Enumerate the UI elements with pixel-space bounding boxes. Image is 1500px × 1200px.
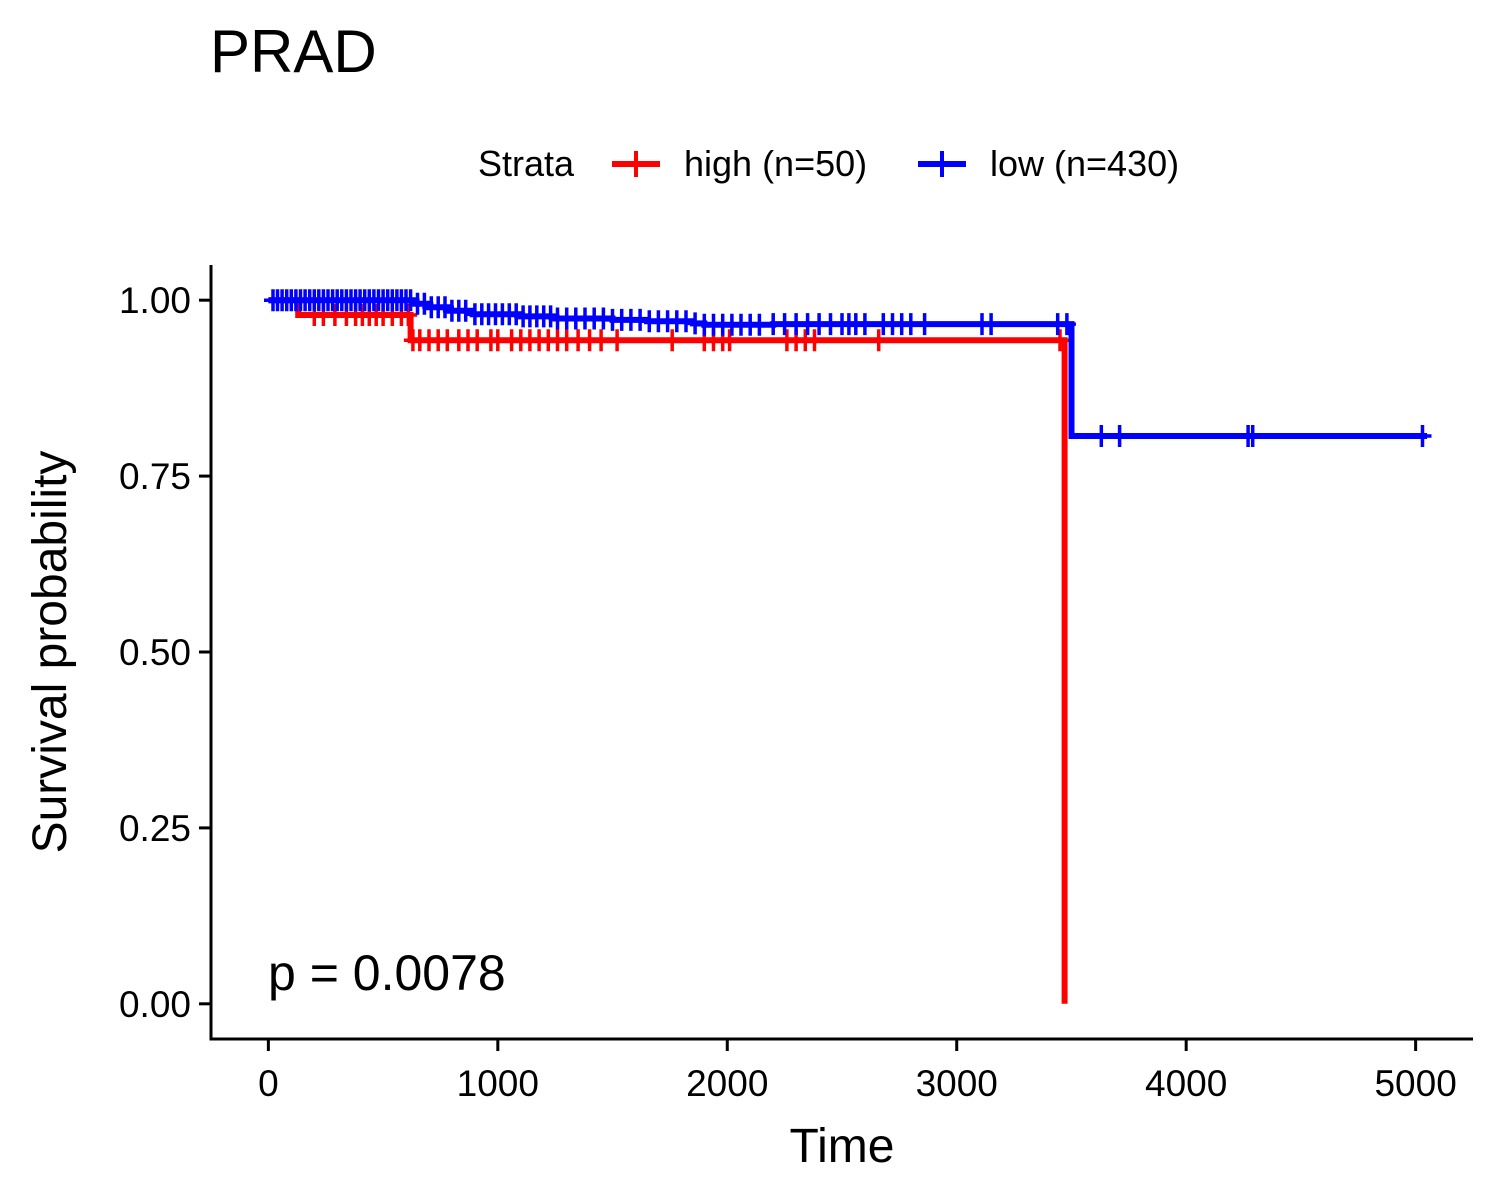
p-value-annotation: p = 0.0078 [268, 945, 506, 1001]
censor-mark-high [399, 304, 418, 326]
legend-label-low: low (n=430) [990, 143, 1179, 184]
x-tick-label: 5000 [1374, 1063, 1456, 1104]
x-tick-label: 0 [258, 1063, 279, 1104]
x-tick-label: 3000 [916, 1063, 998, 1104]
x-tick-label: 2000 [686, 1063, 768, 1104]
censor-mark-low [1110, 425, 1129, 447]
y-tick-label: 0.50 [119, 632, 191, 673]
y-tick-label: 0.75 [119, 456, 191, 497]
plot-area: 0 1000 2000 3000 4000 5000 0.00 0.25 0.50 0.75 1.0… [119, 265, 1473, 1104]
x-axis-label: Time [790, 1120, 895, 1173]
censor-mark-low [677, 310, 695, 333]
legend-title: Strata [478, 143, 575, 184]
legend-label-high: high (n=50) [684, 143, 867, 184]
y-tick-label: 0.00 [119, 984, 191, 1025]
censor-mark-high [663, 329, 682, 352]
censor-mark-low [855, 313, 874, 336]
censor-mark-high [592, 329, 611, 352]
chart-title: PRAD [210, 18, 377, 85]
censor-mark-low [1057, 313, 1076, 336]
censor-mark-low [915, 313, 934, 336]
censor-mark-high [1051, 329, 1069, 352]
legend: Strata high (n=50) low (n=430) [478, 143, 1179, 184]
x-tick-label: 4000 [1145, 1063, 1227, 1104]
censor-mark-high [720, 329, 739, 352]
y-tick-label: 0.25 [119, 808, 191, 849]
censor-mark-high [608, 329, 627, 352]
y-tick-label: 1.00 [119, 280, 191, 321]
survival-curve-high [268, 297, 1068, 1004]
censor-mark-low [1092, 425, 1111, 447]
censor-mark-low [1243, 425, 1262, 447]
legend-key-high [612, 151, 660, 177]
censor-mark-low [1413, 425, 1432, 447]
legend-key-low [918, 151, 966, 177]
y-axis-label: Survival probability [24, 451, 77, 854]
censor-mark-low [456, 299, 475, 322]
x-tick-label: 1000 [457, 1063, 539, 1104]
censor-mark-high [869, 329, 888, 352]
censor-mark-low [982, 313, 1001, 336]
censor-mark-high [805, 329, 824, 352]
